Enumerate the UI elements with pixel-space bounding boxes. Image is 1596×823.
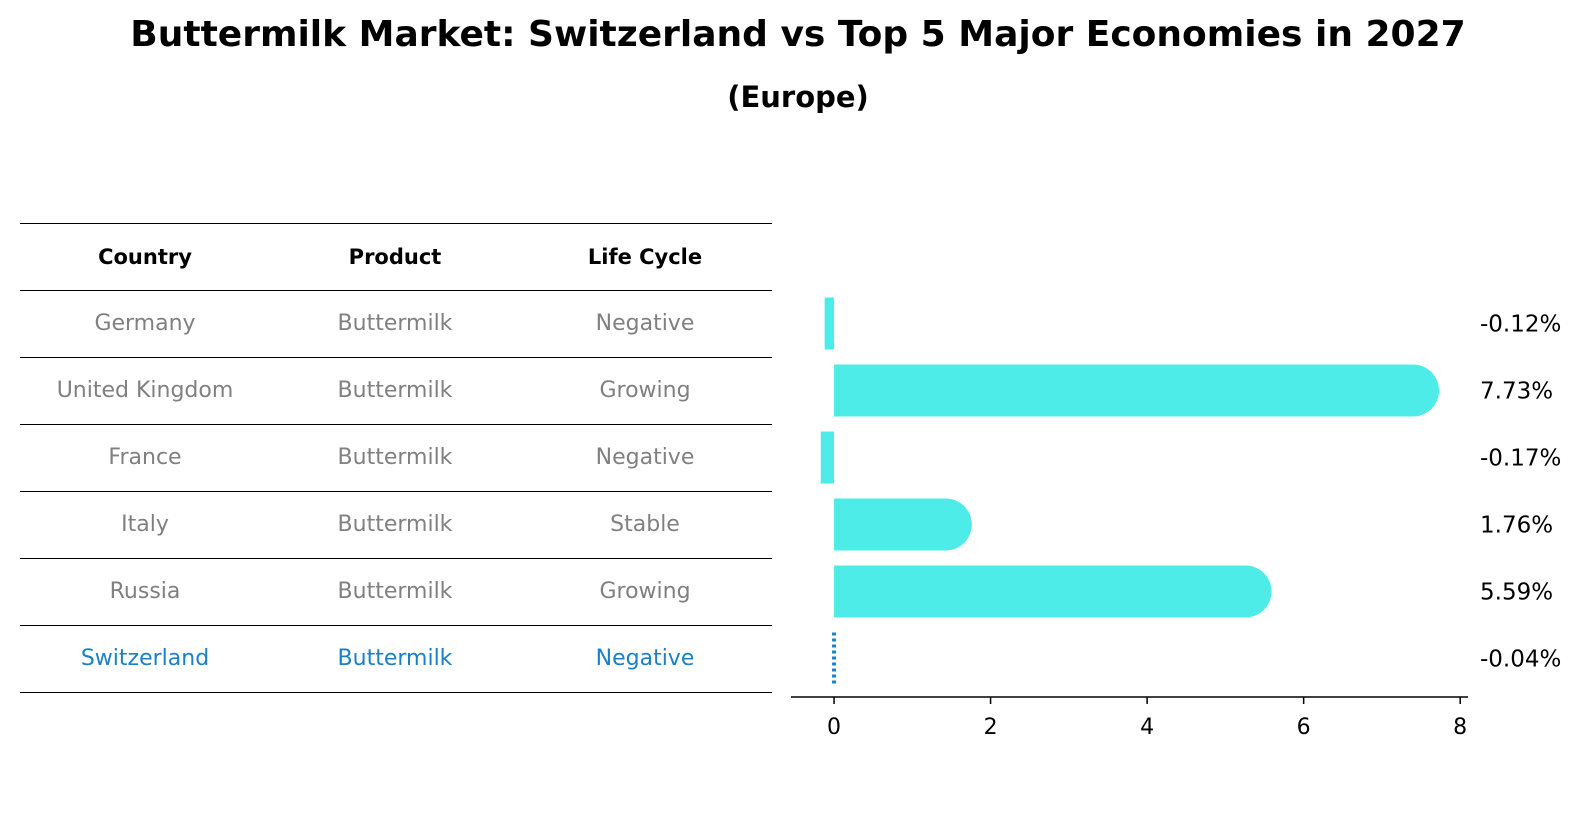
cell-product: Buttermilk <box>337 579 453 604</box>
header-product: Product <box>348 244 442 269</box>
data-label: -0.17% <box>1480 446 1561 472</box>
table-row-highlight: Switzerland Buttermilk Negative <box>20 625 772 692</box>
table-rule <box>20 223 772 224</box>
cell-country: Russia <box>109 579 181 604</box>
data-label: 1.76% <box>1480 513 1553 539</box>
cell-life-cycle: Negative <box>595 646 695 671</box>
bar <box>820 431 835 484</box>
data-label: -0.04% <box>1480 647 1561 673</box>
header-country: Country <box>98 244 192 269</box>
table-row: Italy Buttermilk Stable <box>20 491 772 558</box>
cell-product: Buttermilk <box>337 646 453 671</box>
table-row: Russia Buttermilk Growing <box>20 558 772 625</box>
data-label: -0.12% <box>1480 312 1561 338</box>
cell-life-cycle: Negative <box>595 445 695 470</box>
cell-product: Buttermilk <box>337 378 453 403</box>
bar <box>824 297 835 350</box>
table-row: Germany Buttermilk Negative <box>20 290 772 357</box>
cell-country: Switzerland <box>80 646 210 671</box>
cell-country: Italy <box>121 512 169 537</box>
cell-product: Buttermilk <box>337 311 453 336</box>
table-row: United Kingdom Buttermilk Growing <box>20 357 772 424</box>
table-rule <box>20 290 772 291</box>
header-life-cycle: Life Cycle <box>587 244 703 269</box>
cell-life-cycle: Growing <box>599 378 691 403</box>
cell-life-cycle: Negative <box>595 311 695 336</box>
x-tick-label: 0 <box>827 715 841 740</box>
chart-title: Buttermilk Market: Switzerland vs Top 5 … <box>130 14 1466 55</box>
bar <box>834 364 1440 417</box>
x-tick-label: 2 <box>984 715 998 740</box>
cell-country: France <box>108 445 182 470</box>
cell-life-cycle: Stable <box>610 512 680 537</box>
table-rule <box>20 357 772 358</box>
cell-product: Buttermilk <box>337 512 453 537</box>
data-label: 7.73% <box>1480 379 1553 405</box>
table-rule <box>20 424 772 425</box>
table-row: France Buttermilk Negative <box>20 424 772 491</box>
cell-product: Buttermilk <box>337 445 453 470</box>
bar <box>834 565 1272 618</box>
table-rule <box>20 692 772 693</box>
x-tick-label: 4 <box>1140 715 1154 740</box>
table-rule <box>20 558 772 559</box>
chart-subtitle: (Europe) <box>727 80 869 114</box>
table-rule <box>20 491 772 492</box>
cell-country: United Kingdom <box>56 378 234 403</box>
x-tick-label: 8 <box>1453 715 1467 740</box>
bar <box>834 498 972 551</box>
x-tick-label: 6 <box>1297 715 1311 740</box>
cell-country: Germany <box>94 311 196 336</box>
table-header-row: Country Product Life Cycle <box>20 223 772 290</box>
cell-life-cycle: Growing <box>599 579 691 604</box>
table-rule <box>20 625 772 626</box>
data-label: 5.59% <box>1480 580 1553 606</box>
